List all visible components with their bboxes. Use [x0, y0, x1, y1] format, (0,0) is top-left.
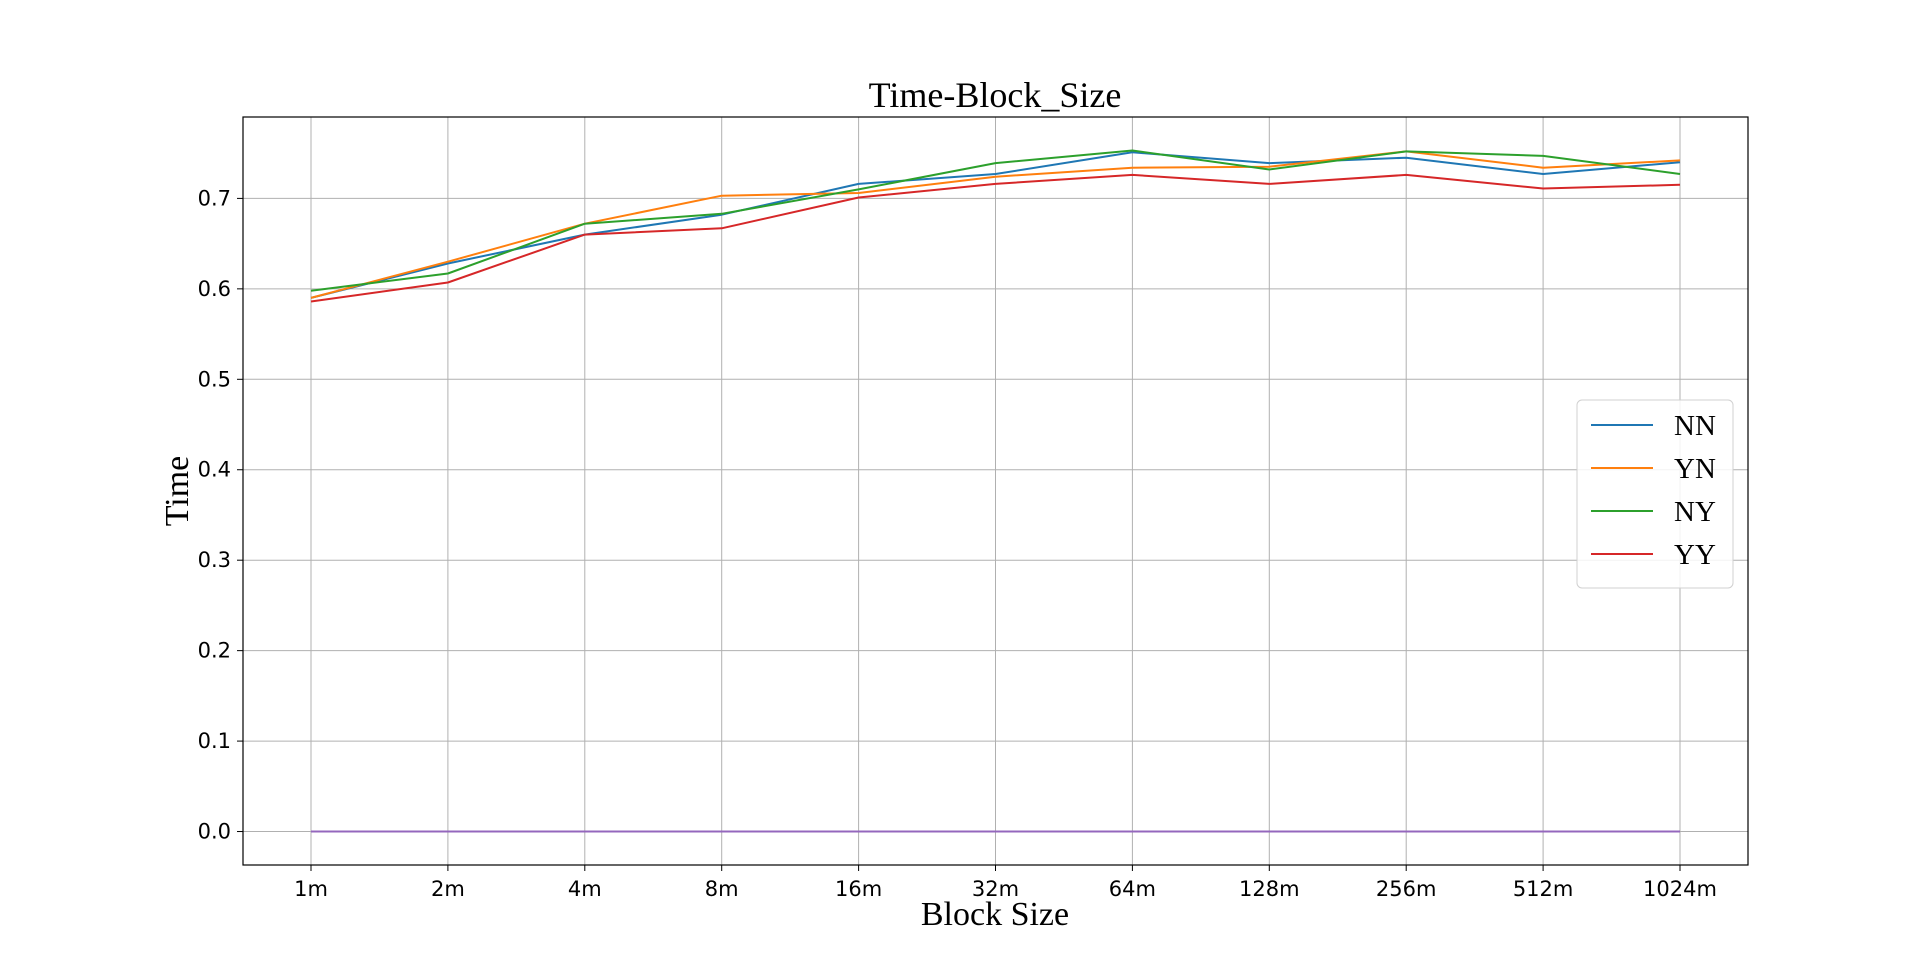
y-tick-label: 0.2 — [198, 639, 231, 663]
y-axis: 0.0 0.1 0.2 0.3 0.4 0.5 0.6 0.7 — [198, 186, 243, 844]
legend-label: NN — [1674, 410, 1716, 442]
legend-label: YY — [1674, 539, 1716, 571]
x-tick-label: 2m — [431, 877, 465, 901]
legend-label: NY — [1674, 496, 1716, 528]
x-axis-label: Block Size — [921, 896, 1069, 933]
x-tick-label: 32m — [972, 877, 1019, 901]
y-tick-label: 0.3 — [198, 548, 231, 572]
legend-box — [1576, 399, 1734, 589]
y-tick-label: 0.0 — [198, 820, 231, 844]
x-tick-label: 1024m — [1643, 877, 1717, 901]
x-tick-label: 16m — [835, 877, 882, 901]
x-tick-label: 64m — [1109, 877, 1156, 901]
x-tick-label: 256m — [1376, 877, 1437, 901]
y-tick-label: 0.4 — [198, 458, 231, 482]
series-line-yy — [310, 173, 1681, 303]
legend-label: YN — [1674, 453, 1716, 485]
y-axis-label: Time — [159, 456, 196, 527]
series-line-yn — [310, 150, 1681, 299]
y-tick-label: 0.1 — [198, 729, 231, 753]
x-tick-label: 1m — [294, 877, 328, 901]
series-line-ny — [310, 149, 1681, 292]
series-group — [310, 149, 1681, 833]
series-line-nn — [310, 151, 1681, 299]
legend: NN YN NY YY — [1576, 399, 1734, 589]
x-tick-label: 8m — [705, 877, 739, 901]
y-tick-label: 0.5 — [198, 367, 231, 391]
x-tick-label: 512m — [1513, 877, 1574, 901]
y-tick-label: 0.6 — [198, 277, 231, 301]
y-tick-label: 0.7 — [198, 186, 231, 210]
x-tick-label: 128m — [1239, 877, 1300, 901]
x-tick-label: 4m — [568, 877, 602, 901]
x-axis: 1m 2m 4m 8m 16m 32m 64m 128m 256m 512m 1024m — [294, 865, 1717, 901]
grid-lines — [243, 117, 1748, 865]
chart-title: Time-Block_Size — [869, 75, 1122, 115]
